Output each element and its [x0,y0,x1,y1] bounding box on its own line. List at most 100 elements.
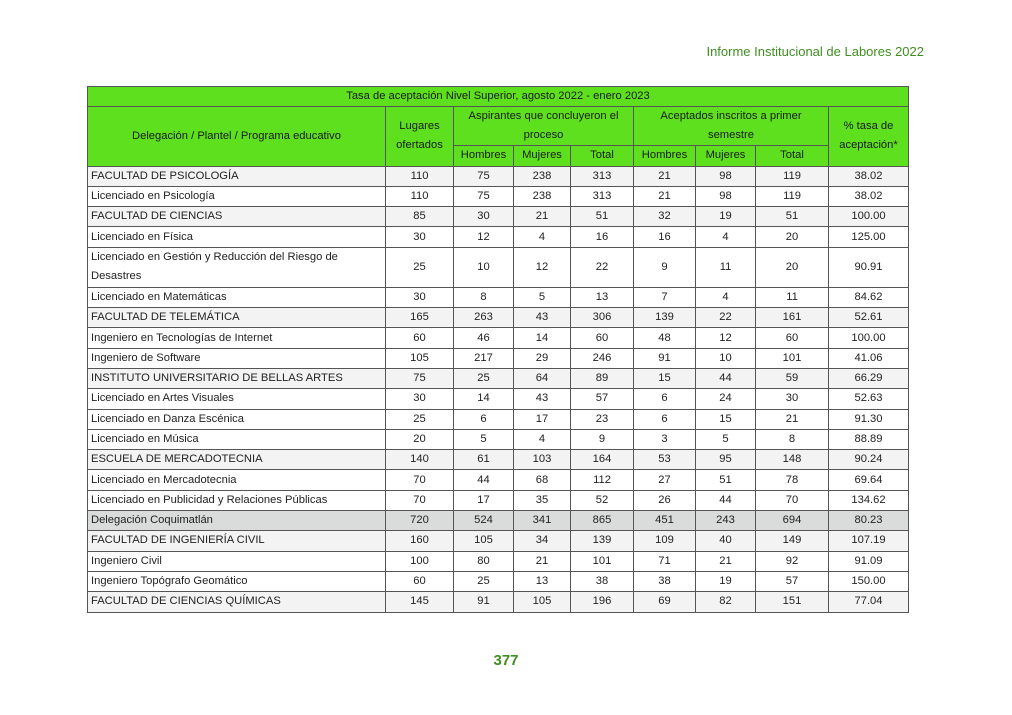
cell-applicants-women: 4 [513,226,571,248]
cell-name: Ingeniero Civil [87,550,386,572]
cell-applicants-women: 4 [513,428,571,451]
cell-applicants-total: 196 [570,591,634,613]
cell-accepted-men: 6 [633,388,696,410]
cell-accepted-women: 19 [695,570,756,593]
cell-applicants-women: 43 [513,388,571,410]
cell-accepted-total: 151 [755,591,829,613]
cell-applicants-men: 6 [453,408,514,430]
cell-accepted-men: 15 [633,367,696,390]
cell-accepted-total: 21 [755,408,829,430]
cell-acceptance-rate: 38.02 [828,165,909,187]
cell-places: 25 [385,246,454,288]
table-row: FACULTAD DE CIENCIAS 85 30 21 51 32 19 51 100.00 [87,206,909,228]
cell-places: 25 [385,408,454,430]
cell-applicants-women: 21 [513,206,571,228]
cell-places: 720 [385,510,454,532]
cell-acceptance-rate: 134.62 [828,489,909,512]
cell-places: 140 [385,449,454,471]
cell-accepted-women: 44 [695,367,756,390]
header-applicants-women: Mujeres [513,145,571,167]
cell-applicants-total: 112 [570,469,634,491]
table-row: Licenciado en Publicidad y Relaciones Pú… [87,489,909,512]
cell-places: 160 [385,530,454,552]
cell-name: Licenciado en Psicología [87,185,386,208]
cell-applicants-men: 17 [453,489,514,512]
cell-acceptance-rate: 100.00 [828,206,909,228]
cell-acceptance-rate: 90.24 [828,449,909,471]
cell-applicants-total: 23 [570,408,634,430]
cell-applicants-total: 89 [570,367,634,390]
cell-places: 105 [385,347,454,369]
cell-name: ESCUELA DE MERCADOTECNIA [87,449,386,471]
header-applicants: Aspirantes que concluyeron el proceso [453,106,634,147]
cell-places: 70 [385,489,454,512]
cell-name: Licenciado en Publicidad y Relaciones Pú… [87,489,386,512]
cell-name: FACULTAD DE TELEMÁTICA [87,307,386,329]
cell-applicants-women: 35 [513,489,571,512]
cell-accepted-women: 82 [695,591,756,613]
cell-applicants-women: 34 [513,530,571,552]
cell-applicants-total: 52 [570,489,634,512]
cell-accepted-men: 32 [633,206,696,228]
cell-name: Licenciado en Artes Visuales [87,388,386,410]
cell-accepted-total: 60 [755,327,829,349]
cell-accepted-men: 9 [633,246,696,288]
cell-places: 165 [385,307,454,329]
cell-accepted-total: 149 [755,530,829,552]
cell-accepted-total: 78 [755,469,829,491]
cell-applicants-women: 14 [513,327,571,349]
cell-acceptance-rate: 125.00 [828,226,909,248]
cell-places: 85 [385,206,454,228]
cell-name: Licenciado en Danza Escénica [87,408,386,430]
cell-accepted-women: 98 [695,165,756,187]
cell-acceptance-rate: 52.61 [828,307,909,329]
table-row: FACULTAD DE INGENIERÍA CIVIL 160 105 34 139 1… [87,530,909,552]
cell-accepted-women: 243 [695,510,756,532]
cell-applicants-men: 44 [453,469,514,491]
cell-accepted-men: 27 [633,469,696,491]
header-program: Delegación / Plantel / Programa educativ… [87,106,386,167]
cell-applicants-men: 524 [453,510,514,532]
cell-places: 30 [385,286,454,309]
cell-applicants-men: 14 [453,388,514,410]
cell-accepted-women: 15 [695,408,756,430]
cell-applicants-total: 57 [570,388,634,410]
cell-accepted-women: 4 [695,226,756,248]
cell-applicants-women: 29 [513,347,571,369]
cell-applicants-total: 246 [570,347,634,369]
cell-accepted-women: 4 [695,286,756,309]
header-accepted-women: Mujeres [695,145,756,167]
cell-places: 60 [385,327,454,349]
cell-applicants-total: 38 [570,570,634,593]
cell-accepted-men: 53 [633,449,696,471]
cell-accepted-total: 30 [755,388,829,410]
cell-accepted-men: 26 [633,489,696,512]
cell-applicants-women: 68 [513,469,571,491]
header-accepted-total: Total [755,145,829,167]
cell-acceptance-rate: 38.02 [828,185,909,208]
acceptance-rate-table: Tasa de aceptación Nivel Superior, agost… [87,85,909,613]
cell-acceptance-rate: 69.64 [828,469,909,491]
table-row: Ingeniero Civil 100 80 21 101 71 21 92 91.09 [87,550,909,572]
cell-places: 110 [385,185,454,208]
cell-applicants-men: 91 [453,591,514,613]
cell-acceptance-rate: 107.19 [828,530,909,552]
table-row: Licenciado en Física 30 12 4 16 16 4 20 125.00 [87,226,909,248]
header-accepted-men: Hombres [633,145,696,167]
cell-accepted-women: 44 [695,489,756,512]
cell-accepted-total: 51 [755,206,829,228]
cell-name: Licenciado en Música [87,428,386,451]
cell-accepted-men: 21 [633,165,696,187]
table-row: Licenciado en Artes Visuales 30 14 43 57 6 24 3… [87,388,909,410]
cell-acceptance-rate: 84.62 [828,286,909,309]
cell-name: Licenciado en Física [87,226,386,248]
cell-accepted-total: 59 [755,367,829,390]
cell-acceptance-rate: 77.04 [828,591,909,613]
cell-applicants-total: 51 [570,206,634,228]
cell-applicants-women: 5 [513,286,571,309]
cell-accepted-women: 5 [695,428,756,451]
cell-name: Licenciado en Gestión y Reducción del Ri… [87,246,386,288]
table-row: Ingeniero en Tecnologías de Internet 60 46… [87,327,909,349]
cell-accepted-women: 21 [695,550,756,572]
cell-applicants-total: 313 [570,165,634,187]
